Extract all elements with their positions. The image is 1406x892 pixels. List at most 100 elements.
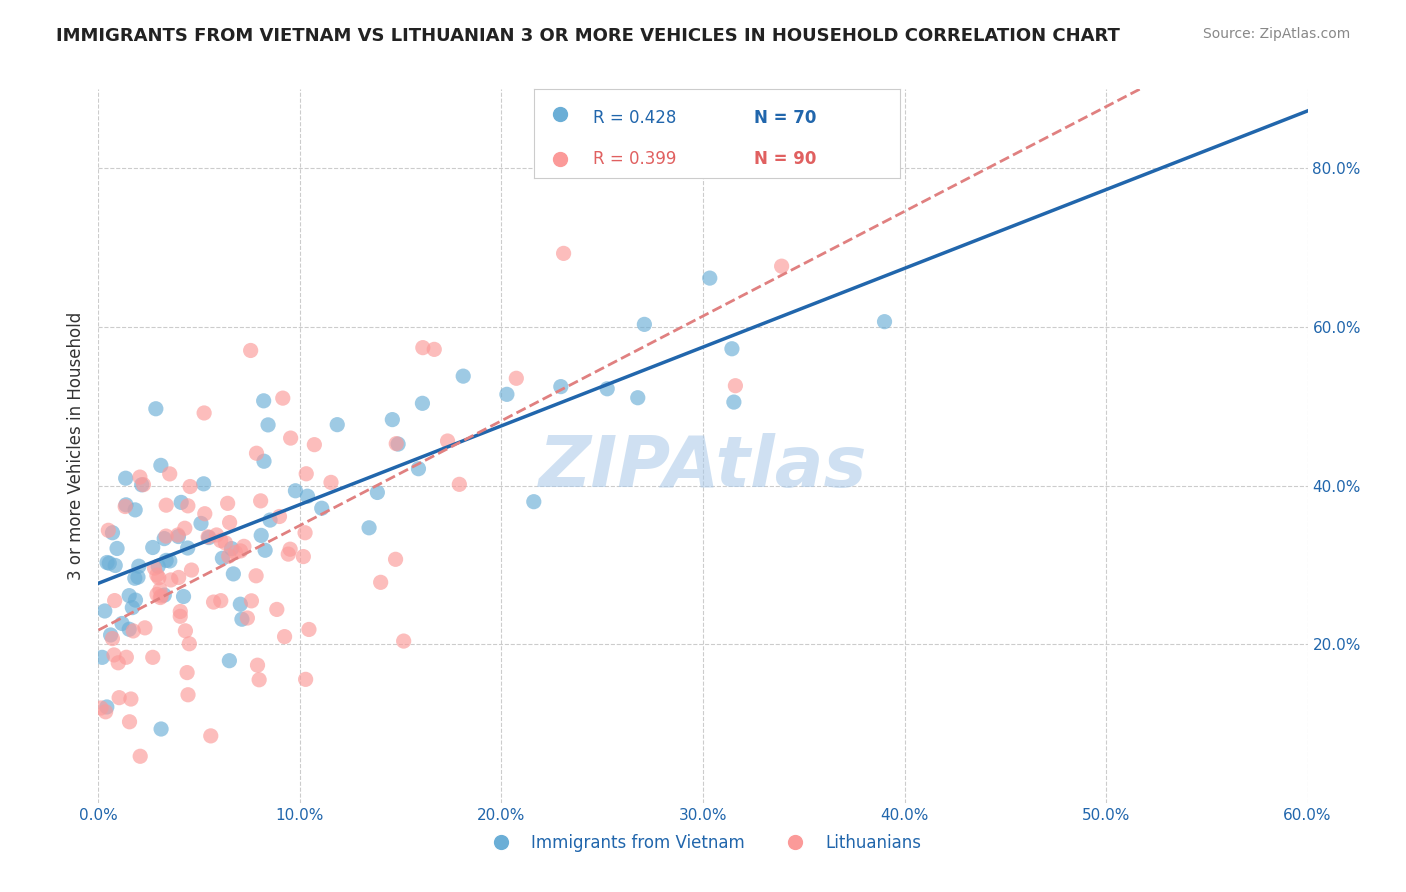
Point (90, 701, 112, 715)
Point (167, 570, 190, 584)
Point (451, 369, 474, 384)
Point (193, 476, 215, 491)
Text: ZIPAtlas: ZIPAtlas (538, 433, 868, 502)
Point (146, 568, 169, 582)
Point (250, 528, 273, 542)
Point (205, 528, 228, 542)
Point (408, 461, 430, 475)
Point (166, 528, 188, 542)
Point (370, 575, 392, 590)
Point (259, 513, 281, 527)
Point (149, 458, 172, 473)
Text: R = 0.428: R = 0.428 (593, 109, 676, 127)
Point (209, 593, 232, 607)
Point (257, 417, 280, 432)
Point (385, 436, 408, 450)
Point (118, 714, 141, 729)
Point (148, 559, 170, 574)
Point (101, 525, 124, 540)
Point (505, 371, 527, 385)
Point (211, 551, 233, 566)
Point (142, 650, 165, 665)
Point (180, 563, 202, 577)
Point (120, 692, 142, 706)
Point (96, 556, 118, 570)
Point (159, 573, 181, 587)
Point (218, 516, 240, 530)
Point (627, 391, 650, 405)
Point (229, 544, 252, 558)
Point (392, 634, 415, 648)
Point (173, 521, 195, 535)
Point (412, 341, 434, 355)
Point (159, 554, 181, 568)
Point (149, 582, 172, 597)
Point (770, 259, 793, 273)
Point (254, 543, 277, 558)
Point (249, 494, 271, 508)
Point (387, 437, 409, 451)
Point (319, 475, 342, 490)
Point (523, 494, 546, 508)
Point (153, 532, 176, 546)
Point (222, 566, 245, 581)
Point (411, 396, 433, 410)
Point (202, 595, 225, 609)
Point (496, 387, 519, 401)
Point (105, 541, 128, 556)
Point (176, 665, 198, 680)
Text: N = 70: N = 70 (754, 109, 815, 127)
Point (115, 650, 138, 665)
Point (273, 630, 295, 644)
Point (103, 648, 125, 662)
Point (873, 315, 896, 329)
Point (200, 729, 222, 743)
Point (124, 571, 146, 585)
Point (198, 531, 221, 545)
Legend: Immigrants from Vietnam, Lithuanians: Immigrants from Vietnam, Lithuanians (478, 828, 928, 859)
Point (304, 437, 326, 451)
Point (124, 593, 146, 607)
Point (218, 549, 240, 564)
Point (142, 541, 165, 555)
Point (232, 540, 254, 554)
Point (284, 483, 307, 498)
Point (384, 552, 406, 566)
Point (246, 658, 269, 673)
Point (269, 509, 291, 524)
Point (266, 602, 288, 616)
Point (550, 379, 572, 393)
Point (104, 558, 127, 573)
Point (127, 570, 149, 584)
Point (239, 343, 262, 358)
Point (173, 590, 195, 604)
Point (245, 446, 267, 460)
Point (170, 495, 193, 509)
Point (96, 700, 118, 714)
Text: N = 90: N = 90 (754, 150, 815, 168)
Point (253, 454, 276, 468)
Point (104, 593, 127, 607)
Point (150, 589, 173, 603)
Point (145, 401, 167, 416)
Point (381, 412, 404, 426)
Point (153, 588, 176, 602)
Point (94, 705, 117, 719)
Point (357, 521, 380, 535)
Point (311, 501, 333, 516)
Point (114, 500, 136, 514)
Point (231, 612, 253, 626)
Point (596, 382, 619, 396)
Point (100, 628, 122, 642)
Point (118, 622, 141, 636)
Point (155, 529, 177, 543)
Point (436, 434, 458, 448)
Point (111, 616, 134, 631)
Point (197, 530, 219, 544)
Point (134, 621, 156, 635)
Point (94, 604, 117, 618)
Point (98, 556, 121, 570)
Point (131, 478, 153, 492)
Point (292, 549, 315, 564)
Point (132, 477, 155, 491)
